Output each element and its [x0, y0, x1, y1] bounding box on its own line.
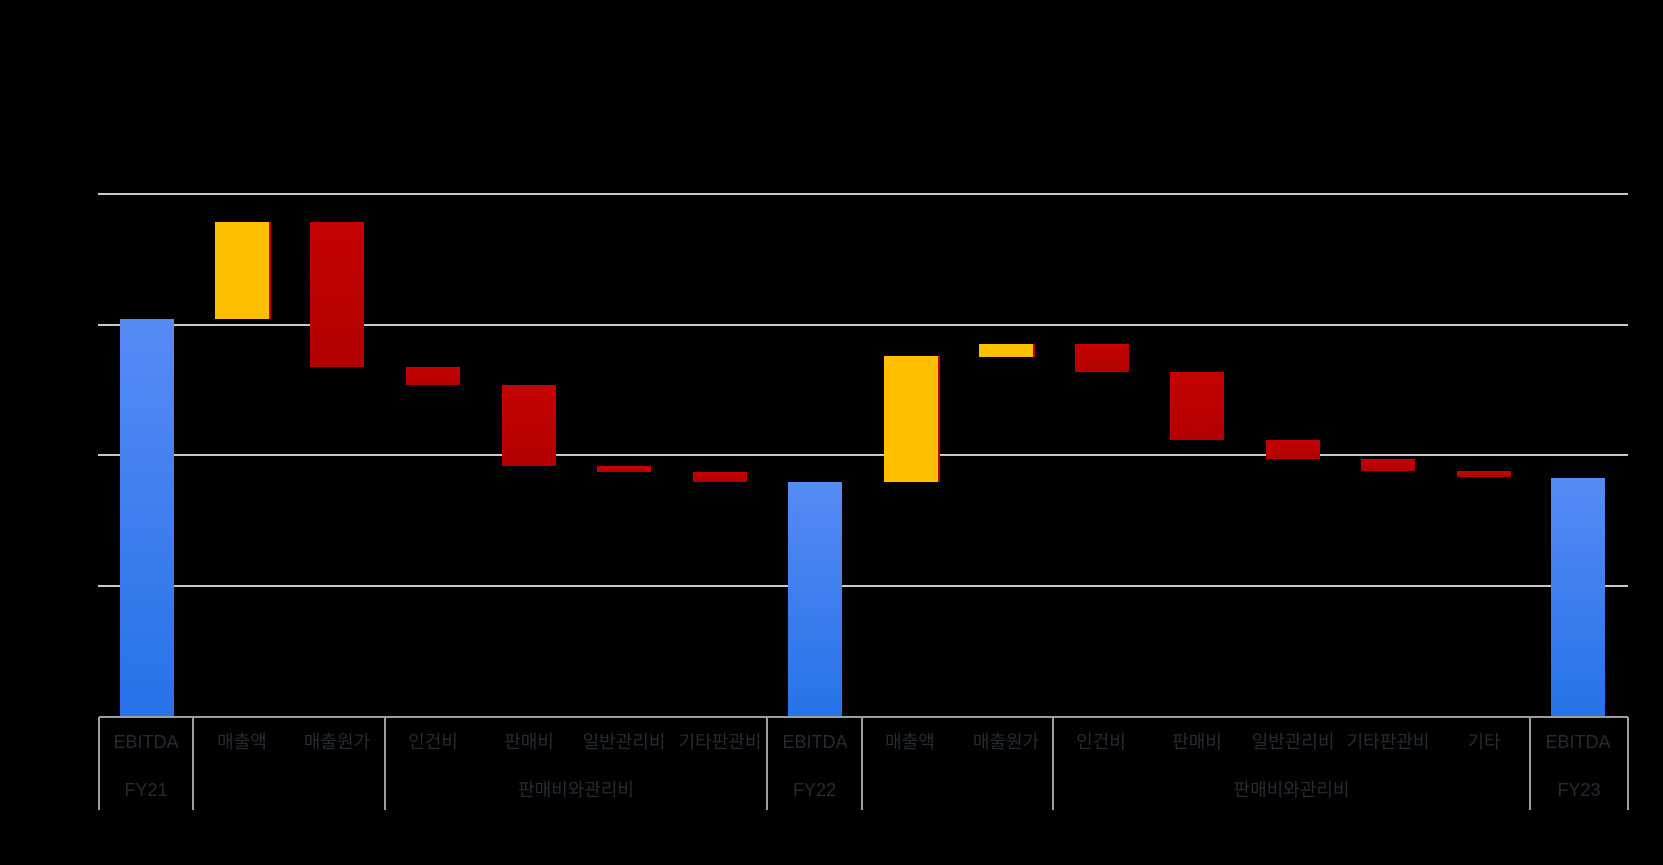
axis-group-revenue-fy23-left-border [861, 717, 863, 810]
axis-group-revenue-fy23-category-1: 매출원가 [972, 732, 1040, 752]
axis-group-revenue-fy22-category-0: 매출액 [217, 732, 267, 752]
cogs-fy22-change-bar [310, 222, 364, 367]
axis-group-sga-fy22-category-3: 기타판관비 [678, 732, 762, 752]
selling-fy23-change-bar [1170, 372, 1224, 440]
x-axis-line [99, 716, 1628, 718]
axis-group-ebitda-fy21-group-label: FY21 [124, 780, 168, 800]
gridline-0 [98, 193, 1628, 195]
axis-group-ebitda-fy21-category-0: EBITDA [113, 732, 179, 752]
axis-group-sga-fy23-left-border [1052, 717, 1054, 810]
axis-group-sga-fy23-category-4: 기타 [1467, 732, 1501, 752]
axis-right-border [1627, 717, 1629, 810]
axis-group-revenue-fy22-category-1: 매출원가 [303, 732, 371, 752]
axis-group-ebitda-fy23-group-label: FY23 [1557, 780, 1601, 800]
other-fy23-change-bar [1457, 471, 1511, 477]
axis-group-sga-fy23-category-0: 인건비 [1076, 732, 1126, 752]
labor-fy23-change-bar [1075, 344, 1129, 372]
axis-group-ebitda-fy22-category-0: EBITDA [782, 732, 848, 752]
other-sga-fy22-change-bar [693, 472, 747, 482]
selling-fy22-change-bar [502, 385, 556, 466]
axis-group-sga-fy23-category-3: 기타판관비 [1346, 732, 1430, 752]
labor-fy22-change-bar [406, 367, 460, 385]
ebitda-fy22-bar [788, 482, 842, 717]
axis-group-sga-fy22-category-0: 인건비 [408, 732, 458, 752]
axis-group-sga-fy23-category-2: 일반관리비 [1251, 732, 1335, 752]
axis-group-sga-fy22-left-border [384, 717, 386, 810]
axis-group-sga-fy22-category-1: 판매비 [504, 732, 554, 752]
ebitda-fy21-bar [120, 319, 174, 717]
cogs-fy23-change-bar [979, 344, 1035, 357]
ebitda-fy23-bar [1551, 478, 1605, 717]
admin-fy23-change-bar [1266, 440, 1320, 459]
admin-fy22-change-bar [597, 466, 651, 472]
axis-group-ebitda-fy22-group-label: FY22 [792, 780, 837, 800]
axis-group-ebitda-fy21-left-border [98, 717, 100, 810]
axis-group-ebitda-fy23-left-border [1529, 717, 1531, 810]
axis-group-ebitda-fy22-left-border [766, 717, 768, 810]
axis-group-sga-fy23-category-1: 판매비 [1172, 732, 1222, 752]
gridline-2 [98, 454, 1628, 456]
revenue-fy22-change-bar [215, 222, 271, 319]
gridline-1 [98, 324, 1628, 326]
axis-group-sga-fy22-group-label: 판매비와관리비 [518, 780, 634, 800]
axis-group-revenue-fy22-left-border [192, 717, 194, 810]
axis-group-ebitda-fy23-category-0: EBITDA [1545, 732, 1611, 752]
gridline-3 [98, 585, 1628, 587]
axis-group-sga-fy23-group-label: 판매비와관리비 [1233, 780, 1350, 800]
axis-group-revenue-fy23-category-0: 매출액 [885, 732, 935, 752]
revenue-fy23-change-bar [884, 356, 940, 482]
axis-group-sga-fy22-category-2: 일반관리비 [582, 732, 666, 752]
other-sga-fy23-change-bar [1361, 459, 1415, 471]
